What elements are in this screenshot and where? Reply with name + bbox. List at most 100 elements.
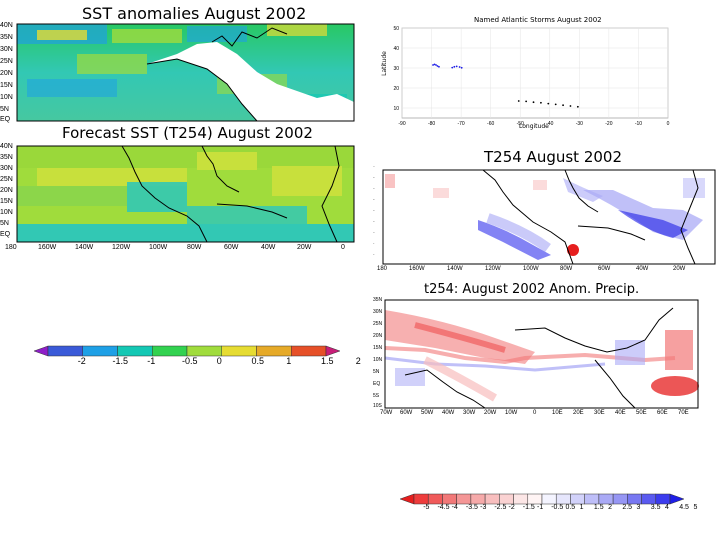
lat-tick: 30N: [0, 46, 13, 53]
colorbar-swatch: [325, 345, 341, 357]
lat-tick: 10S: [373, 403, 382, 409]
lat-tick: 25N: [373, 200, 375, 201]
storm-point: [576, 105, 579, 108]
colorbar-tick-label: 2.5: [622, 504, 633, 511]
lat-tick: EQ: [0, 231, 11, 238]
lat-tick: 5N: [0, 106, 9, 113]
colorbar-tick-label: 3: [636, 504, 641, 511]
storms-xlabel: Longitude: [519, 123, 549, 130]
lon-tick: 10E: [552, 410, 563, 416]
colorbar-tick-label: -1: [537, 504, 544, 511]
colorbar-swatch: [221, 345, 257, 357]
lon-tick: 80W: [560, 266, 573, 272]
colorbar-tick-label: -2: [77, 356, 86, 366]
colorbar-tick-label: 1: [579, 504, 584, 511]
colorbar-swatch: [413, 493, 429, 505]
x-tick-label: -80: [428, 121, 435, 127]
t254-lon-axis: 180 160W 140W 120W 100W 80W 60W 40W 20W: [377, 266, 709, 276]
y-tick-label: 50: [393, 26, 399, 32]
colorbar-swatch: [33, 345, 49, 357]
lon-tick: 120W: [112, 244, 131, 251]
lon-tick: 60E: [657, 410, 668, 416]
lat-tick: 5S: [373, 393, 380, 399]
colorbar-tick-label: 4: [665, 504, 669, 511]
lat-tick: 35N: [373, 178, 375, 179]
x-tick-label: -60: [487, 121, 494, 127]
x-tick-label: -70: [457, 121, 464, 127]
forecast-sst-lat-axis: 40N 35N 30N 25N 20N 15N 10N 5N EQ: [0, 143, 16, 243]
colorbar-swatch: [669, 493, 685, 505]
colorbar-tick-label: -0.5: [551, 504, 564, 511]
lon-tick: 50E: [636, 410, 647, 416]
lon-tick: 70E: [678, 410, 689, 416]
colorbar-tick-label: -2: [508, 504, 515, 511]
colorbar-tick-label: -4: [451, 504, 458, 511]
colorbar-tick-label: -2.5: [494, 504, 507, 511]
lon-tick: 20E: [573, 410, 584, 416]
lon-tick: 180: [5, 244, 17, 251]
lon-tick: 80W: [187, 244, 202, 251]
storm-point: [569, 105, 572, 107]
lon-tick: 40W: [261, 244, 276, 251]
lon-tick: 180: [377, 266, 388, 272]
colorbar-tick-label: 1.5: [593, 504, 604, 511]
y-tick-label: 20: [393, 86, 399, 92]
lon-tick: 0: [341, 244, 345, 251]
colorbar-swatch: [399, 493, 415, 505]
x-tick-label: -10: [635, 121, 642, 127]
sst-anomalies-title: SST anomalies August 2002: [82, 4, 307, 23]
storm-point: [562, 104, 564, 107]
lat-tick: 25N: [0, 58, 13, 65]
precip-map: 35N 30N 25N 20N 15N 10N 5N EQ 5S 10S 70W…: [373, 297, 699, 416]
lon-tick: 40W: [442, 410, 455, 416]
lat-tick: 10N: [373, 233, 375, 234]
lon-tick: 100W: [149, 244, 168, 251]
storms-chart: -90 -80 -70 -60 -50 -40 -30 -20 -10 0 50 40 30 20 10: [393, 26, 669, 127]
lat-tick: 25N: [0, 176, 13, 183]
sst-anomalies-lat-axis: 40N 35N 30N 25N 20N 15N 10N 5N EQ: [0, 22, 16, 123]
lon-tick: 20W: [297, 244, 312, 251]
lat-tick: 40N: [373, 167, 375, 168]
storm-point: [532, 101, 535, 104]
lon-tick: 40W: [636, 266, 649, 272]
colorbar-tick-label: 4.5: [679, 504, 689, 511]
storms-plot: -90 -80 -70 -60 -50 -40 -30 -20 -10 0 50 40 30 20 10: [393, 26, 669, 127]
colorbar-swatch: [499, 493, 514, 505]
colorbar-tick-label: -1.5: [112, 356, 129, 366]
forecast-sst-field: [16, 145, 355, 243]
lon-tick: 160W: [38, 244, 57, 251]
x-tick-label: 0: [667, 121, 670, 127]
lon-tick: 160W: [409, 266, 425, 272]
lat-tick: 40N: [0, 22, 13, 29]
storm-point: [436, 65, 439, 67]
lat-tick: 40N: [0, 143, 13, 150]
storm-point: [455, 65, 458, 68]
storms-ylabel: Latitude: [380, 51, 388, 76]
colorbar-swatch: [470, 493, 486, 505]
colorbar-tick-label: 3.5: [650, 504, 661, 511]
lat-tick: 15N: [0, 82, 13, 89]
x-tick-label: -40: [546, 121, 553, 127]
colorbar-swatch: [527, 493, 543, 505]
x-tick-label: -90: [398, 121, 405, 127]
precip-field: [384, 299, 699, 409]
lat-tick: 10N: [373, 357, 383, 363]
storm-point: [517, 100, 520, 102]
lat-tick: 25N: [373, 321, 383, 327]
colorbar-swatch: [442, 493, 457, 505]
lat-tick: EQ: [0, 116, 11, 123]
lon-tick: 0: [533, 410, 537, 416]
colorbar-swatch: [584, 493, 600, 505]
storm-point: [432, 64, 434, 66]
colorbar-swatch: [82, 345, 118, 357]
colorbar-swatch: [256, 345, 292, 357]
lon-tick: 140W: [447, 266, 463, 272]
lat-tick: 20N: [0, 187, 13, 194]
colorbar-swatch: [570, 493, 585, 505]
colorbar-swatch: [427, 493, 443, 505]
forecast-sst-title: Forecast SST (T254) August 2002: [62, 124, 313, 142]
lat-tick: 35N: [373, 297, 383, 303]
storm-point: [438, 65, 440, 68]
lon-tick: 60W: [598, 266, 611, 272]
lat-tick: 15N: [0, 198, 13, 205]
